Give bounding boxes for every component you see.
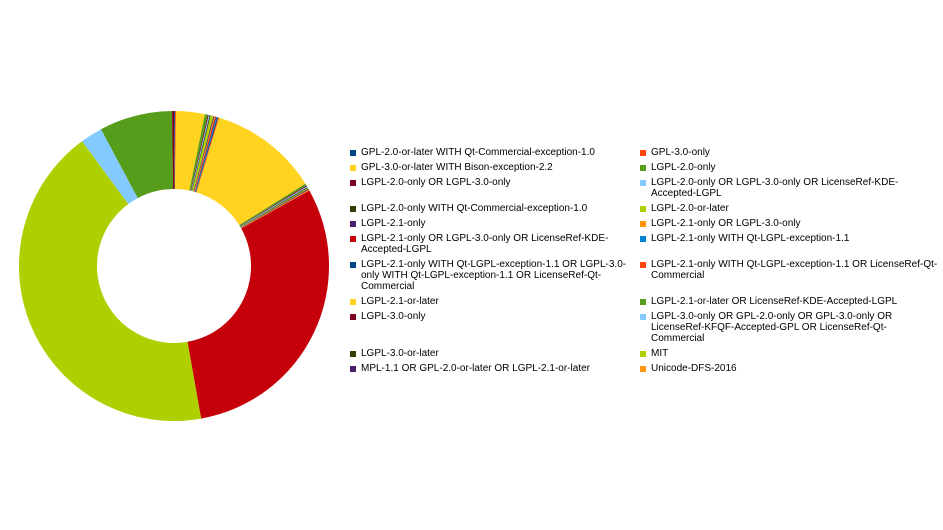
legend-item: LGPL-2.1-only OR LGPL-3.0-only OR Licens…	[350, 233, 640, 255]
legend-item: LGPL-2.1-or-later OR LicenseRef-KDE-Acce…	[640, 296, 940, 307]
pie-slice	[191, 114, 210, 192]
legend-label: LGPL-2.0-only	[651, 162, 716, 173]
legend-item: LGPL-2.0-only	[640, 162, 940, 173]
pie-slice	[174, 111, 176, 190]
legend-swatch	[640, 165, 646, 171]
legend-label: LGPL-3.0-only OR GPL-2.0-only OR GPL-3.0…	[651, 311, 893, 344]
pie-slice	[191, 115, 211, 192]
pie-slice	[82, 129, 138, 204]
pie-slice	[195, 117, 220, 193]
legend-item: LGPL-2.0-only OR LGPL-3.0-only OR Licens…	[640, 177, 940, 199]
pie-slice	[193, 116, 215, 192]
legend-swatch	[350, 221, 356, 227]
legend-item: Unicode-DFS-2016	[640, 363, 940, 374]
legend-swatch	[640, 236, 646, 242]
legend-label: MIT	[651, 348, 669, 359]
legend-label: Unicode-DFS-2016	[651, 363, 737, 374]
legend-label: GPL-3.0-or-later WITH Bison-exception-2.…	[361, 162, 553, 173]
legend-swatch	[640, 262, 646, 268]
pie-slice	[239, 185, 307, 227]
legend-label: LGPL-2.1-only	[361, 218, 426, 229]
pie-slice	[174, 111, 175, 190]
pie-slice	[195, 117, 219, 193]
legend-item: GPL-2.0-or-later WITH Qt-Commercial-exce…	[350, 147, 640, 158]
legend-item: LGPL-2.1-only WITH Qt-LGPL-exception-1.1…	[350, 259, 640, 292]
legend-swatch	[640, 351, 646, 357]
legend-label: MPL-1.1 OR GPL-2.0-or-later OR LGPL-2.1-…	[361, 363, 590, 374]
pie-slice	[240, 186, 308, 227]
pie-slice	[101, 111, 174, 199]
pie-slice	[19, 141, 202, 421]
legend-swatch	[350, 366, 356, 372]
legend-swatch	[350, 206, 356, 212]
pie-slice	[240, 188, 309, 229]
legend-swatch	[640, 150, 646, 156]
legend-swatch	[640, 206, 646, 212]
legend-label: LGPL-3.0-only	[361, 311, 426, 322]
legend-swatch	[350, 150, 356, 156]
pie-slice	[195, 116, 218, 193]
legend-swatch	[350, 180, 356, 186]
legend-item: LGPL-3.0-only	[350, 311, 640, 344]
legend-label: LGPL-2.1-only OR LGPL-3.0-only OR Licens…	[361, 233, 609, 255]
legend-label: LGPL-2.0-or-later	[651, 203, 729, 214]
legend-swatch	[640, 314, 646, 320]
legend-swatch	[350, 165, 356, 171]
legend-swatch	[350, 314, 356, 320]
legend-item: MIT	[640, 348, 940, 359]
legend-item: LGPL-2.1-only OR LGPL-3.0-only	[640, 218, 940, 229]
legend-item: GPL-3.0-or-later WITH Bison-exception-2.…	[350, 162, 640, 173]
legend-swatch	[640, 299, 646, 305]
legend-swatch	[350, 351, 356, 357]
pie-slice	[241, 189, 310, 229]
legend-label: LGPL-2.1-or-later OR LicenseRef-KDE-Acce…	[651, 296, 898, 307]
legend-label: LGPL-2.1-or-later	[361, 296, 439, 307]
legend-item: LGPL-3.0-only OR GPL-2.0-only OR GPL-3.0…	[640, 311, 940, 344]
legend-label: LGPL-2.1-only OR LGPL-3.0-only	[651, 218, 801, 229]
pie-slice	[194, 116, 217, 192]
legend-item: LGPL-2.1-only WITH Qt-LGPL-exception-1.1…	[640, 259, 940, 292]
legend-item: LGPL-3.0-or-later	[350, 348, 640, 359]
pie-slice	[189, 114, 208, 191]
legend-label: LGPL-2.0-only WITH Qt-Commercial-excepti…	[361, 203, 588, 214]
legend-label: LGPL-2.1-only WITH Qt-LGPL-exception-1.1	[651, 233, 850, 244]
legend-item: GPL-3.0-only	[640, 147, 940, 158]
legend-item: LGPL-2.0-only WITH Qt-Commercial-excepti…	[350, 203, 640, 214]
pie-slice	[240, 187, 309, 228]
legend-item: LGPL-2.0-or-later	[640, 203, 940, 214]
legend-item: LGPL-2.0-only OR LGPL-3.0-only	[350, 177, 640, 199]
chart-legend: GPL-2.0-or-later WITH Qt-Commercial-exce…	[350, 147, 940, 374]
legend-swatch	[640, 366, 646, 372]
legend-swatch	[350, 236, 356, 242]
pie-slice	[172, 111, 174, 190]
legend-swatch	[640, 180, 646, 186]
legend-label: LGPL-2.1-only WITH Qt-LGPL-exception-1.1…	[651, 259, 938, 281]
legend-swatch	[640, 221, 646, 227]
pie-slice	[187, 190, 329, 419]
pie-slice	[174, 111, 205, 191]
legend-item: MPL-1.1 OR GPL-2.0-or-later OR LGPL-2.1-…	[350, 363, 640, 374]
legend-item: LGPL-2.1-or-later	[350, 296, 640, 307]
pie-slice	[239, 183, 307, 226]
legend-label: GPL-2.0-or-later WITH Qt-Commercial-exce…	[361, 147, 595, 158]
legend-label: LGPL-2.1-only WITH Qt-LGPL-exception-1.1…	[361, 259, 627, 292]
legend-label: LGPL-3.0-or-later	[361, 348, 439, 359]
pie-slice	[196, 117, 306, 226]
pie-slice	[190, 114, 209, 191]
legend-swatch	[350, 262, 356, 268]
legend-label: LGPL-2.0-only OR LGPL-3.0-only OR Licens…	[651, 177, 899, 199]
legend-item: LGPL-2.1-only	[350, 218, 640, 229]
legend-label: GPL-3.0-only	[651, 147, 710, 158]
pie-slice	[194, 116, 216, 192]
legend-swatch	[350, 299, 356, 305]
legend-label: LGPL-2.0-only OR LGPL-3.0-only	[361, 177, 511, 188]
legend-item: LGPL-2.1-only WITH Qt-LGPL-exception-1.1	[640, 233, 940, 255]
pie-slice	[192, 115, 214, 192]
pie-slice	[240, 187, 308, 228]
